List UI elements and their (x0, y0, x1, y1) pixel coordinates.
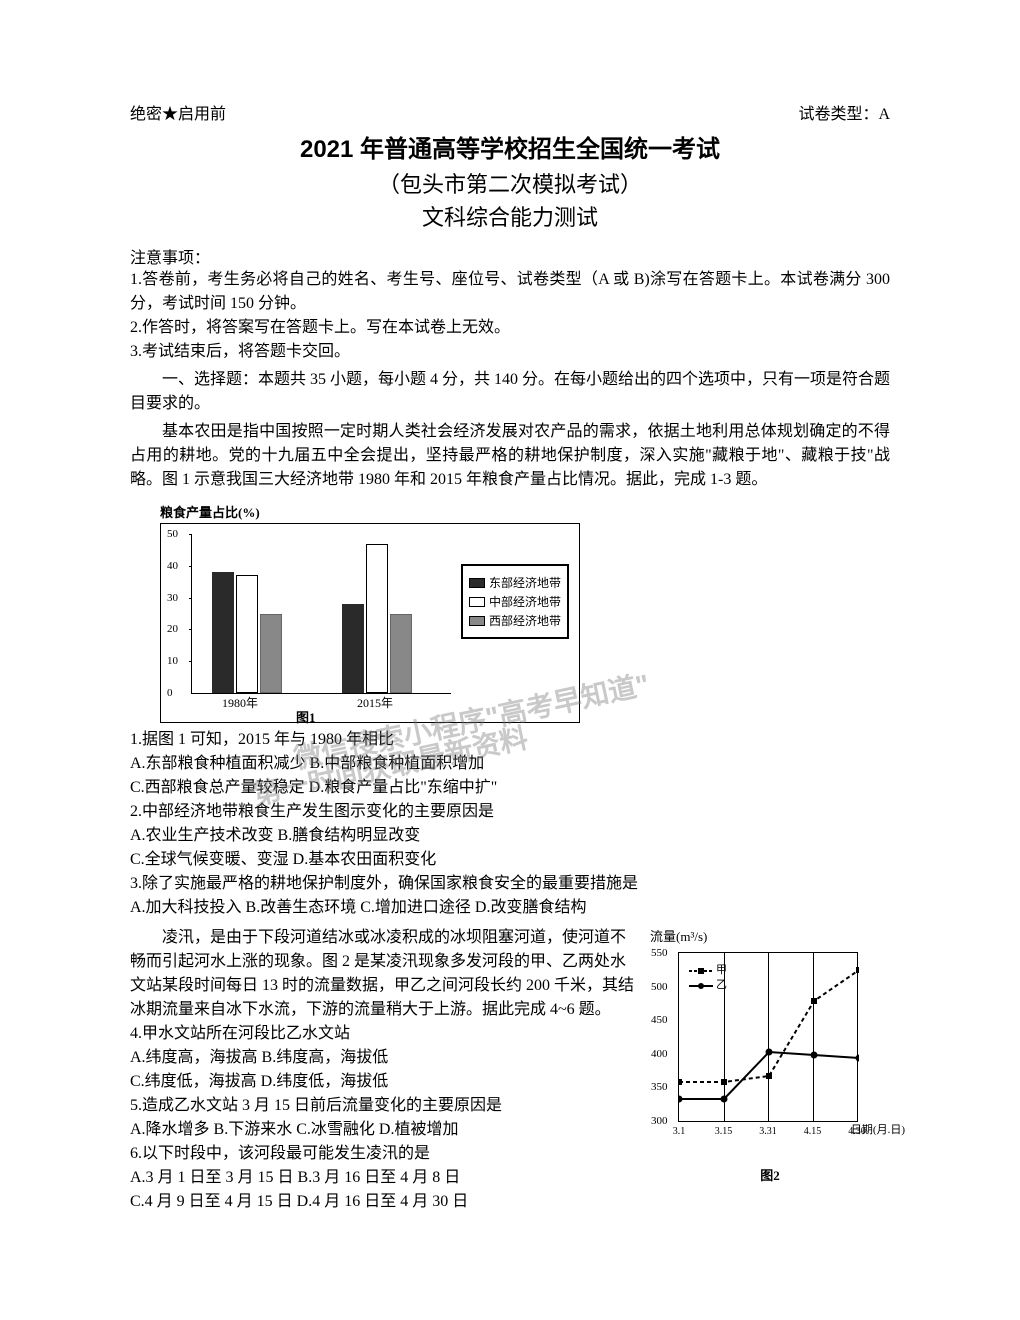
bar (366, 544, 388, 693)
legend-item: 乙 (689, 978, 727, 993)
notice-heading: 注意事项： (130, 244, 890, 268)
q1-stem: 1.据图 1 可知，2015 年与 1980 年相比 (130, 728, 890, 752)
chart2-ylabel: 流量(m³/s) (650, 926, 890, 945)
title-sub2: 文科综合能力测试 (130, 201, 890, 234)
header-right: 试卷类型：A (798, 100, 890, 124)
q6-stem: 6.以下时段中，该河段最可能发生凌汛的是 (130, 1142, 640, 1166)
passage2-block: 凌汛，是由于下段河道结冰或冰凌积成的冰坝阻塞河道，使河道不畅而引起河水上涨的现象… (130, 926, 890, 1214)
chart2-plot: 300 350 400 450 500 550 3.1 3.15 3.31 4.… (678, 952, 858, 1122)
q1-opts: A.东部粮食种植面积减少 B.中部粮食种植面积增加 (130, 752, 890, 776)
passage2-text: 凌汛，是由于下段河道结冰或冰凌积成的冰坝阻塞河道，使河道不畅而引起河水上涨的现象… (130, 926, 650, 1214)
chart2-xlabel: 日期(月.日) (851, 1121, 905, 1137)
chart1-plot: 50 40 30 20 10 0 1980年 2015年 (191, 534, 451, 694)
title-main: 2021 年普通高等学校招生全国统一考试 (130, 132, 890, 168)
chart1-ylabel: 粮食产量占比(%) (160, 502, 890, 521)
legend-item: 甲 (689, 963, 727, 978)
title-block: 2021 年普通高等学校招生全国统一考试 （包头市第二次模拟考试） 文科综合能力… (130, 132, 890, 234)
chart1-legend: 东部经济地带 中部经济地带 西部经济地带 (461, 564, 569, 639)
section-header: 一、选择题：本题共 35 小题，每小题 4 分，共 140 分。在每小题给出的四… (130, 368, 890, 416)
q2-opts: A.农业生产技术改变 B.膳食结构明显改变 (130, 824, 890, 848)
q6-opts: A.3 月 1 日至 3 月 15 日 B.3 月 16 日至 4 月 8 日 (130, 1166, 640, 1190)
q4-stem: 4.甲水文站所在河段比乙水文站 (130, 1022, 640, 1046)
legend-item: 东部经济地带 (469, 574, 561, 591)
q2-opts2: C.全球气候变暖、变湿 D.基本农田面积变化 (130, 848, 890, 872)
q4-opts: A.纬度高，海拔高 B.纬度高，海拔低 (130, 1046, 640, 1070)
bar (390, 614, 412, 694)
notice-item: 1.答卷前，考生务必将自己的姓名、考生号、座位号、试卷类型（A 或 B)涂写在答… (130, 268, 890, 316)
bar (342, 604, 364, 693)
bar (212, 572, 234, 693)
q3-stem: 3.除了实施最严格的耕地保护制度外，确保国家粮食安全的最重要措施是 (130, 872, 890, 896)
title-sub1: （包头市第二次模拟考试） (130, 168, 890, 201)
passage-1: 基本农田是指中国按照一定时期人类社会经济发展对农产品的需求，依据土地利用总体规划… (130, 420, 890, 492)
legend-item: 西部经济地带 (469, 612, 561, 629)
notice-item: 3.考试结束后，将答题卡交回。 (130, 340, 890, 364)
q6-opts2: C.4 月 9 日至 4 月 15 日 D.4 月 16 日至 4 月 30 日 (130, 1190, 640, 1214)
header-line: 绝密★启用前 试卷类型：A (130, 100, 890, 124)
legend-item: 中部经济地带 (469, 593, 561, 610)
header-left: 绝密★启用前 (130, 100, 226, 124)
chart2: 流量(m³/s) 300 350 400 450 500 550 3.1 3.1… (650, 926, 890, 1184)
q3-opts: A.加大科技投入 B.改善生态环境 C.增加进口途径 D.改变膳食结构 (130, 896, 890, 920)
q4-opts2: C.纬度低，海拔高 D.纬度低，海拔低 (130, 1070, 640, 1094)
chart1-caption: 图1 (296, 707, 316, 726)
chart2-legend: 甲 乙 (689, 963, 727, 994)
bar (260, 614, 282, 694)
q1-opts2: C.西部粮食总产量较稳定 D.粮食产量占比"东缩中扩" (130, 776, 890, 800)
passage-2: 凌汛，是由于下段河道结冰或冰凌积成的冰坝阻塞河道，使河道不畅而引起河水上涨的现象… (130, 926, 640, 1022)
chart2-caption: 图2 (650, 1165, 890, 1184)
chart1: 粮食产量占比(%) 50 40 30 20 10 0 1980年 2015年 东… (160, 502, 890, 723)
notice-item: 2.作答时，将答案写在答题卡上。写在本试卷上无效。 (130, 316, 890, 340)
bar (236, 575, 258, 693)
q5-stem: 5.造成乙水文站 3 月 15 日前后流量变化的主要原因是 (130, 1094, 640, 1118)
chart2-box: 300 350 400 450 500 550 3.1 3.15 3.31 4.… (650, 947, 870, 1147)
q5-opts: A.降水增多 B.下游来水 C.冰雪融化 D.植被增加 (130, 1118, 640, 1142)
chart1-box: 50 40 30 20 10 0 1980年 2015年 东部经济地带 中部经济… (160, 523, 580, 723)
q2-stem: 2.中部经济地带粮食生产发生图示变化的主要原因是 (130, 800, 890, 824)
